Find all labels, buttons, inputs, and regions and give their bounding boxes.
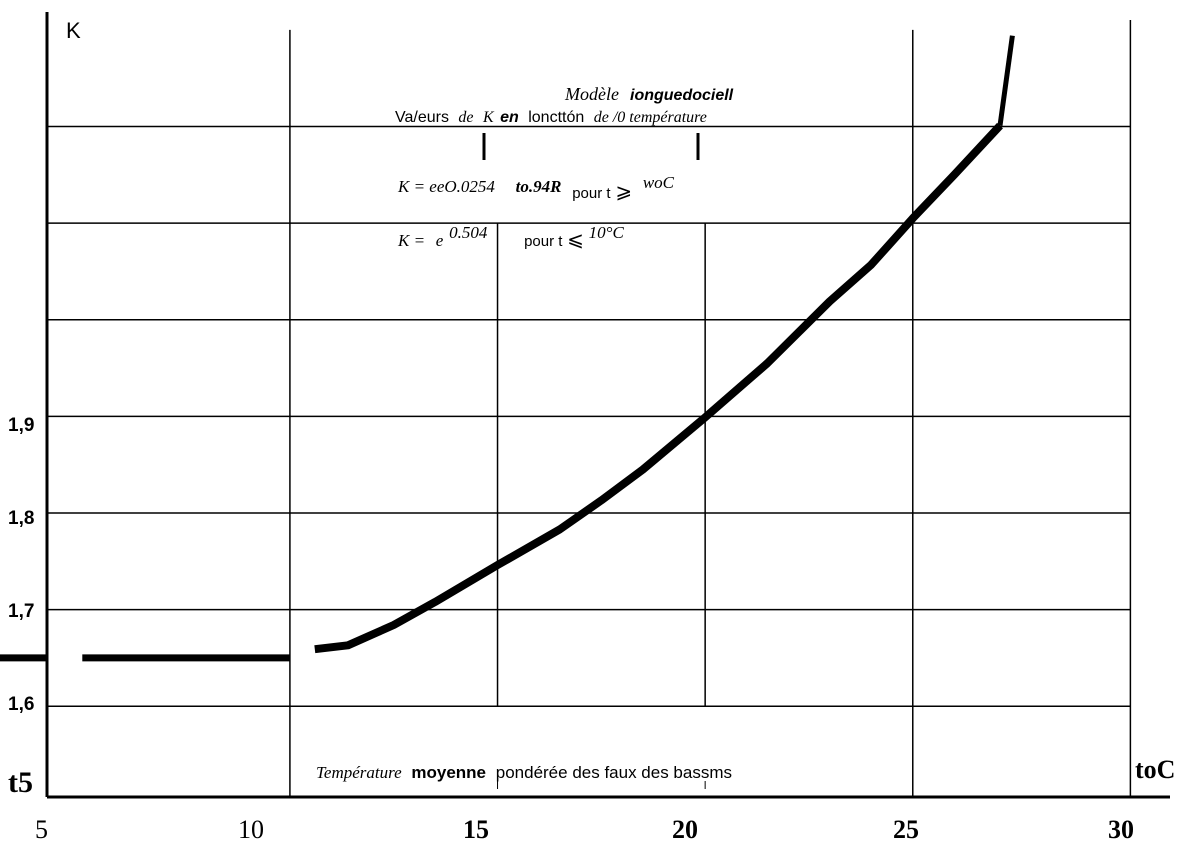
- formula-2-part-2: e: [436, 231, 444, 250]
- subtitle-part-5: loncttón: [528, 109, 584, 126]
- subtitle-part-4: en: [500, 109, 519, 126]
- x-tick-label-30: 30: [1108, 815, 1134, 842]
- x-axis-description: Température moyenne pondérée des faux de…: [316, 763, 732, 782]
- chart-title-line-1: Modèle ionguedociell: [564, 84, 734, 104]
- formula-2-part-4: pour t: [524, 233, 563, 250]
- formula-1-part-3: pour t: [572, 185, 611, 202]
- series-line-3: [997, 35, 1015, 126]
- y-tick-label-1-8: 1,8: [8, 508, 34, 529]
- chart-title-model: Modèle: [564, 84, 619, 104]
- axes: [45, 12, 1170, 799]
- x-tick-label-25: 25: [893, 815, 919, 842]
- y-tick-label-1-7: 1,7: [8, 601, 34, 622]
- chart-subtitle: Va/eurs de K en loncttón de /0 températu…: [395, 109, 707, 126]
- subtitle-part-2: de: [458, 109, 473, 126]
- y-tick-label-1-9: 1,9: [8, 415, 34, 436]
- x-tick-label-10: 10: [238, 815, 264, 842]
- formula-2-part-1: K =: [397, 231, 425, 250]
- data-lines: [0, 35, 1015, 662]
- formula-1-part-1: K = eeO.0254: [397, 177, 495, 196]
- x-desc-part-2: moyenne: [411, 763, 486, 782]
- grid: [47, 20, 1132, 797]
- formula-1-part-5: woC: [643, 173, 675, 192]
- x-desc-part-3: pondérée des faux des bassms: [496, 763, 732, 782]
- formula-2: K = e 0.504 pour t ⩽ 10°C: [397, 223, 624, 251]
- x-tick-label-5: 5: [35, 815, 48, 842]
- x-tick-label-15: 15: [463, 815, 489, 842]
- series-line-2: [314, 122, 1003, 654]
- formula-2-part-5: ⩽: [567, 229, 584, 251]
- subtitle-part-3: K: [482, 109, 495, 126]
- formula-1-part-2: to.94R: [516, 177, 562, 196]
- y-tick-label-1-6: 1,6: [8, 694, 34, 715]
- y-axis-label: K: [66, 18, 81, 43]
- x-tick-label-20: 20: [672, 815, 698, 842]
- formula-2-part-6: 10°C: [589, 223, 625, 242]
- chart-title-model-name: ionguedociell: [630, 87, 734, 104]
- subtitle-part-6: de /0 température: [594, 109, 707, 126]
- x-desc-part-1: Température: [316, 763, 402, 782]
- subtitle-part-1: Va/eurs: [395, 109, 449, 126]
- formula-1: K = eeO.0254 to.94R pour t ⩾ woC: [397, 173, 675, 203]
- x-axis-unit-label: toC: [1135, 755, 1175, 784]
- formula-2-part-3: 0.504: [449, 223, 488, 242]
- formula-1-part-4: ⩾: [615, 181, 632, 203]
- origin-label: t5: [8, 766, 33, 799]
